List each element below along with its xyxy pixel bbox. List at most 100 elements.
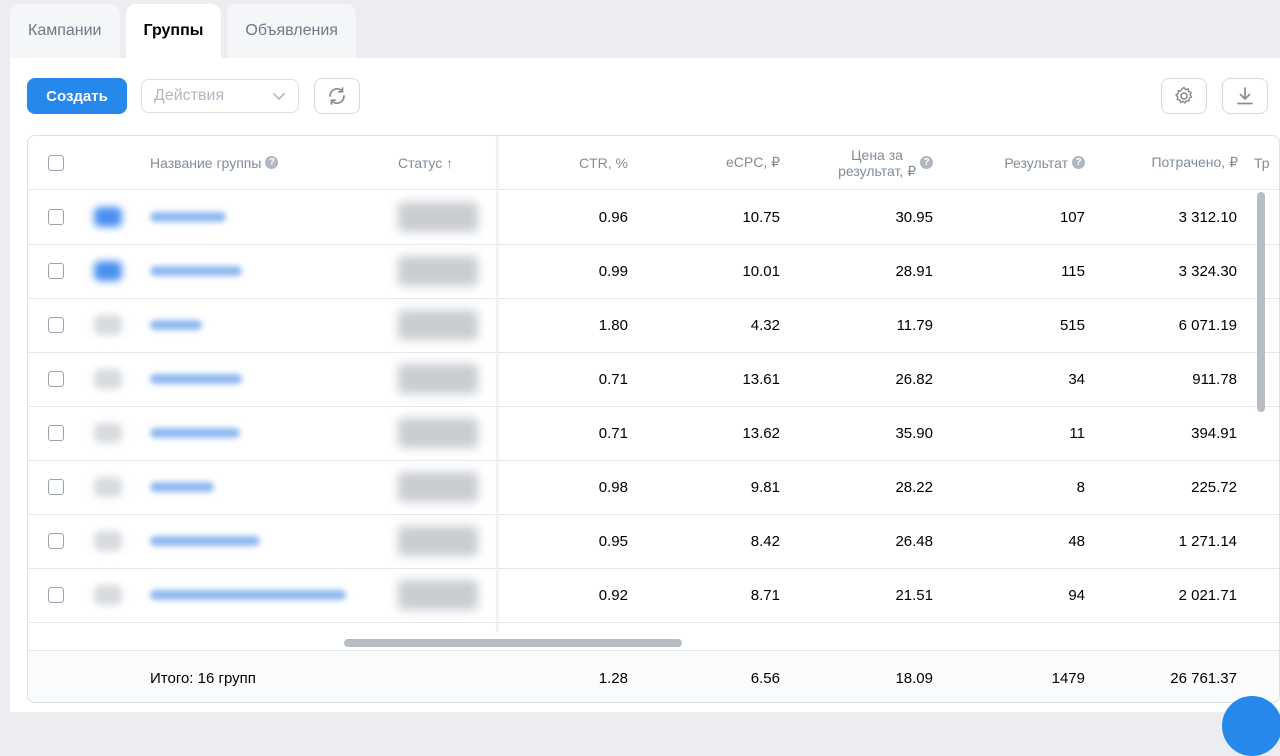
cell-spent: 6 071.19 (1178, 316, 1237, 334)
cell-ctr: 0.98 (598, 478, 628, 496)
cell-ecpc: 10.01 (742, 262, 780, 280)
cell-spent: 911.78 (1192, 370, 1237, 388)
header-status[interactable]: Статус ↑ (398, 136, 453, 189)
main-panel: Создать Действия (10, 58, 1280, 712)
header-ecpc[interactable]: eCPC, ₽ (678, 136, 780, 189)
row-checkbox-cell (48, 514, 64, 568)
refresh-button[interactable] (314, 78, 360, 114)
header-checkbox-cell (48, 136, 64, 189)
table-header: Название группы? Статус ↑ CTR, % eCPC, ₽… (28, 136, 1279, 190)
row-checkbox[interactable] (48, 587, 64, 603)
help-icon[interactable]: ? (920, 156, 933, 169)
cell-price: 28.22 (895, 478, 933, 496)
cell-result: 34 (1068, 370, 1085, 388)
cell-ecpc: 9.81 (750, 478, 780, 496)
group-name-link[interactable] (150, 568, 346, 622)
cell-result: 515 (1059, 316, 1085, 334)
group-avatar (94, 514, 122, 568)
table-row[interactable]: 1.80 4.32 11.79 515 6 071.19 (28, 298, 1279, 353)
header-name[interactable]: Название группы? (150, 136, 279, 189)
table-row[interactable]: 0.99 10.01 28.91 115 3 324.30 (28, 244, 1279, 299)
row-checkbox[interactable] (48, 533, 64, 549)
cell-price: 26.48 (895, 532, 933, 550)
cell-price: 26.82 (895, 370, 933, 388)
cell-spent: 3 324.30 (1178, 262, 1237, 280)
row-checkbox[interactable] (48, 263, 64, 279)
settings-button[interactable] (1161, 78, 1207, 114)
row-checkbox[interactable] (48, 317, 64, 333)
header-result-label: Результат (1004, 154, 1068, 171)
group-name-link[interactable] (150, 190, 226, 244)
group-name-link[interactable] (150, 514, 260, 568)
header-next-column[interactable]: Тр (1254, 136, 1270, 189)
tab-campaigns[interactable]: Кампании (10, 4, 120, 58)
groups-table: Название группы? Статус ↑ CTR, % eCPC, ₽… (27, 135, 1280, 703)
status-badge (398, 190, 478, 244)
status-badge (398, 298, 478, 352)
status-badge (398, 460, 478, 514)
help-chat-button[interactable] (1222, 696, 1280, 756)
cell-ecpc: 13.61 (742, 370, 780, 388)
row-checkbox[interactable] (48, 371, 64, 387)
header-price-line1: Цена за (851, 146, 903, 163)
row-checkbox-cell (48, 406, 64, 460)
cell-result: 8 (1076, 478, 1085, 496)
cell-ecpc: 10.75 (742, 208, 780, 226)
table-row[interactable]: 0.95 8.42 26.48 48 1 271.14 (28, 514, 1279, 569)
download-button[interactable] (1222, 78, 1268, 114)
group-name-link[interactable] (150, 352, 242, 406)
cell-ecpc: 13.62 (742, 424, 780, 442)
select-all-checkbox[interactable] (48, 154, 64, 171)
gear-icon (1175, 86, 1193, 104)
vertical-scrollbar[interactable] (1257, 192, 1265, 412)
help-icon[interactable]: ? (1072, 156, 1085, 169)
cell-spent: 394.91 (1191, 424, 1237, 442)
table-row[interactable]: 0.98 9.81 28.22 8 225.72 (28, 460, 1279, 515)
table-row[interactable]: 0.71 13.62 35.90 11 394.91 (28, 406, 1279, 461)
group-avatar (94, 352, 122, 406)
row-checkbox[interactable] (48, 425, 64, 441)
group-avatar (94, 244, 122, 298)
cell-ctr: 0.71 (598, 424, 628, 442)
row-checkbox-cell (48, 244, 64, 298)
table-footer: Итого: 16 групп 1.28 6.56 18.09 1479 26 … (28, 650, 1279, 702)
cell-spent: 225.72 (1191, 478, 1237, 496)
table-row[interactable]: 0.71 13.61 26.82 34 911.78 (28, 352, 1279, 407)
status-badge (398, 514, 478, 568)
group-avatar (94, 460, 122, 514)
row-checkbox-cell (48, 352, 64, 406)
cell-ecpc: 8.42 (750, 532, 780, 550)
header-price[interactable]: Цена за результат, ₽ ? (798, 136, 933, 189)
help-icon[interactable]: ? (265, 156, 279, 169)
row-checkbox[interactable] (48, 479, 64, 495)
group-name-link[interactable] (150, 244, 242, 298)
header-status-label: Статус ↑ (398, 154, 454, 171)
group-name-link[interactable] (150, 460, 214, 514)
group-name-link[interactable] (150, 406, 240, 460)
table-row[interactable]: 0.96 10.75 30.95 107 3 312.10 (28, 190, 1279, 245)
horizontal-scrollbar[interactable] (344, 639, 682, 647)
cell-ctr: 0.96 (598, 208, 628, 226)
header-ctr[interactable]: CTR, % (528, 136, 628, 189)
row-checkbox[interactable] (48, 209, 64, 225)
cell-ecpc: 4.32 (750, 316, 780, 334)
actions-dropdown[interactable]: Действия (141, 79, 299, 113)
row-checkbox-cell (48, 298, 64, 352)
footer-ecpc: 6.56 (750, 669, 780, 687)
tab-groups[interactable]: Группы (125, 4, 222, 58)
create-button[interactable]: Создать (27, 78, 127, 114)
toolbar: Создать Действия (27, 78, 1280, 114)
table-row[interactable]: 0.92 8.71 21.51 94 2 021.71 (28, 568, 1279, 623)
header-next-label: Тр (1254, 154, 1270, 171)
cell-spent: 2 021.71 (1178, 586, 1237, 604)
group-avatar (94, 406, 122, 460)
tab-ads[interactable]: Объявления (227, 4, 356, 58)
cell-result: 107 (1059, 208, 1085, 226)
header-spent[interactable]: Потрачено, ₽ (1108, 136, 1238, 189)
status-badge (398, 352, 478, 406)
footer-price: 18.09 (895, 669, 933, 687)
group-name-link[interactable] (150, 298, 202, 352)
cell-spent: 3 312.10 (1178, 208, 1237, 226)
status-badge (398, 568, 478, 622)
header-result[interactable]: Результат? (958, 136, 1085, 189)
